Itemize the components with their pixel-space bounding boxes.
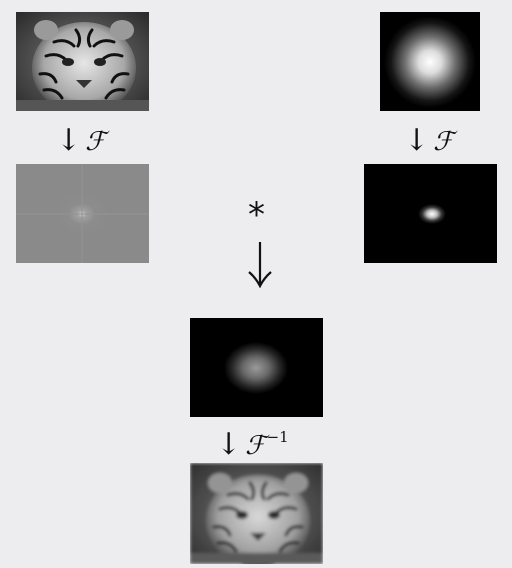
tiger-fourier-spectrum-image <box>16 164 149 263</box>
inverse-fourier-arrow: ↓ ℱ−1 <box>216 430 289 460</box>
tiger-spectrum-svg <box>16 164 149 263</box>
fourier-arrow-left: ↓ ℱ <box>56 126 106 156</box>
product-spectrum-image <box>190 318 323 417</box>
gaussian-kernel-svg <box>380 12 480 111</box>
convolution-symbol: * <box>248 195 265 235</box>
fourier-arrow-right: ↓ ℱ <box>404 126 454 156</box>
fourier-symbol: ℱ <box>433 127 454 157</box>
fourier-symbol: ℱ <box>245 431 266 461</box>
down-arrow-icon: ↓ <box>56 123 82 158</box>
inverse-exponent: −1 <box>266 428 289 446</box>
tiger-photo-svg <box>16 12 149 111</box>
fourier-symbol: ℱ <box>85 127 106 157</box>
blurred-tiger-image <box>190 463 323 564</box>
blurred-tiger-svg <box>190 463 323 564</box>
down-arrow-icon: ↓ <box>404 123 430 158</box>
kernel-fourier-spectrum-image <box>364 164 497 263</box>
tiger-photo-image <box>16 12 149 111</box>
gaussian-kernel-image <box>380 12 480 111</box>
kernel-spectrum-svg <box>364 164 497 263</box>
down-arrow-icon <box>248 242 272 288</box>
product-spectrum-svg <box>190 318 323 417</box>
down-arrow-icon: ↓ <box>216 427 242 462</box>
